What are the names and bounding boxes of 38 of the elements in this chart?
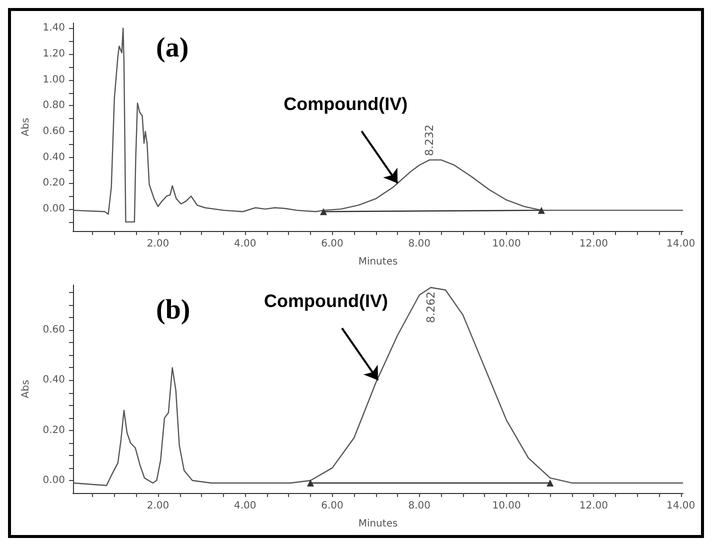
x-axis-title: Minutes <box>358 256 398 268</box>
line-series <box>72 286 684 486</box>
y-tick-label: 0.20 <box>42 424 65 436</box>
x-tick-label: 2.00 <box>146 238 170 250</box>
chart-title: (a) <box>156 32 189 64</box>
y-axis-title: Abs <box>20 118 32 136</box>
y-tick-label: 1.40 <box>42 22 65 34</box>
x-tick-label: 12.00 <box>579 500 608 512</box>
x-tick-label: 12.00 <box>579 238 608 250</box>
y-tick-label: 1.20 <box>42 48 65 60</box>
y-axis-title: Abs <box>20 380 32 398</box>
x-tick-label: 8.00 <box>408 238 431 250</box>
line-series <box>72 28 684 223</box>
x-tick-label: 6.00 <box>321 500 344 512</box>
x-tick-label: 10.00 <box>492 238 521 250</box>
annotation: 8.232 <box>423 124 436 156</box>
x-tick-label: 14.00 <box>666 238 696 250</box>
annotation: Compound(IV) <box>284 94 408 114</box>
annotation: 8.262 <box>424 292 438 324</box>
x-tick-label: 4.00 <box>234 238 256 250</box>
y-tick-label: 0.40 <box>42 152 65 163</box>
y-tick-label: 0.00 <box>42 204 65 215</box>
y-tick-label: 0.20 <box>42 178 65 189</box>
x-tick-label: 4.00 <box>234 500 256 512</box>
chart-title: (b) <box>156 294 190 326</box>
y-tick-label: 0.40 <box>42 374 65 386</box>
annotation: Compound(IV) <box>264 291 388 312</box>
x-tick-label: 6.00 <box>321 238 344 250</box>
x-axis-title: Minutes <box>358 518 398 530</box>
x-tick-label: 8.00 <box>408 500 431 512</box>
x-tick-label: 10.00 <box>492 500 521 512</box>
x-tick-label: 14.00 <box>666 500 696 512</box>
x-tick-label: 2.00 <box>146 500 170 512</box>
y-tick-label: 0.80 <box>42 100 65 112</box>
y-tick-label: 0.60 <box>42 324 65 336</box>
y-tick-label: 1.00 <box>42 74 65 86</box>
y-tick-label: 0.00 <box>42 474 65 486</box>
y-tick-label: 0.60 <box>42 126 65 138</box>
